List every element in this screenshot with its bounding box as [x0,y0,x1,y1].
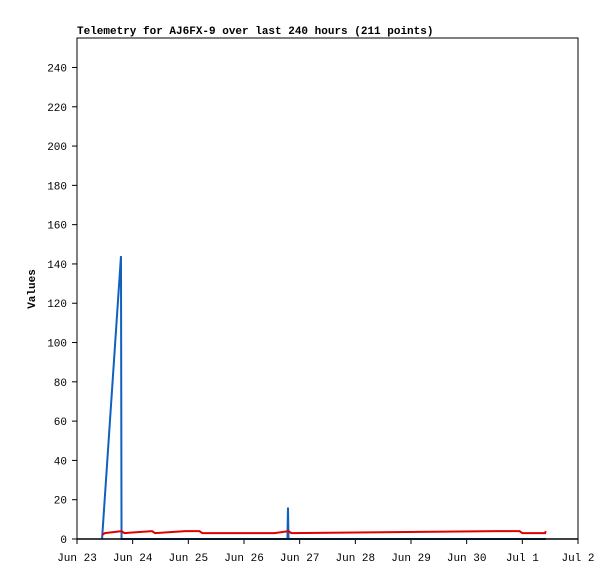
x-tick-label: Jun 29 [391,553,431,565]
x-tick-label: Jun 26 [224,553,264,565]
x-tick-label: Jun 30 [447,553,487,565]
y-tick-label: 200 [47,142,67,154]
chart-title: Telemetry for AJ6FX-9 over last 240 hour… [77,26,433,38]
y-tick-label: 60 [54,417,67,429]
y-tick-label: 120 [47,299,67,311]
series-line [101,256,546,540]
x-tick-label: Jun 27 [280,553,320,565]
y-tick-label: 100 [47,339,67,351]
series-line [101,530,547,536]
x-tick-label: Jul 1 [506,553,539,565]
x-tick-label: Jun 28 [336,553,376,565]
y-tick-label: 20 [54,496,67,508]
x-tick-label: Jun 23 [57,553,97,565]
y-tick-label: 40 [54,456,67,468]
y-tick-label: 0 [60,535,67,547]
y-tick-label: 160 [47,221,67,233]
y-tick-label: 80 [54,378,67,390]
y-tick-label: 140 [47,260,67,272]
x-tick-label: Jun 24 [113,553,153,565]
y-tick-label: 180 [47,181,67,193]
plot-frame [76,37,579,540]
y-tick-label: 240 [47,63,67,75]
y-tick-label: 220 [47,103,67,115]
x-tick-label: Jul 2 [561,553,594,565]
y-axis-label: Values [27,269,39,309]
x-tick-label: Jun 25 [169,553,209,565]
